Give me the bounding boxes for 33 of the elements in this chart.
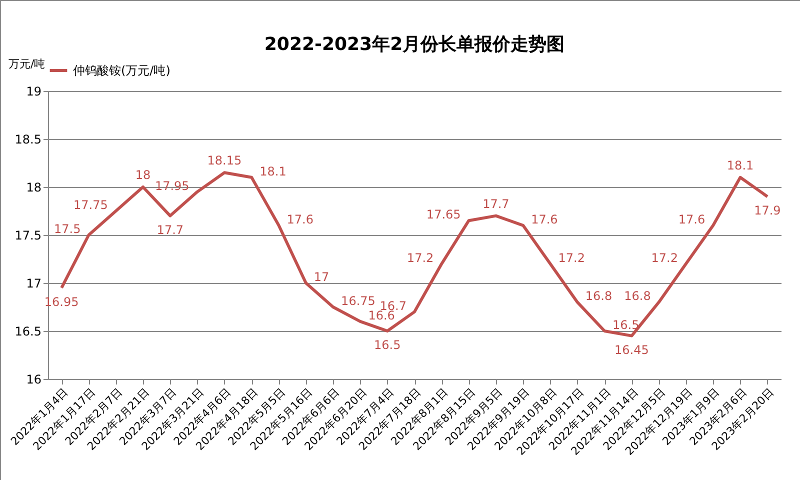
data-label: 17.6 bbox=[678, 212, 706, 226]
y-tick-label: 19 bbox=[26, 84, 42, 98]
data-label: 17.7 bbox=[156, 222, 184, 237]
data-label: 16.5 bbox=[612, 318, 640, 332]
data-label: 16.8 bbox=[624, 289, 651, 304]
data-label: 16.5 bbox=[374, 338, 401, 352]
data-label: 18.1 bbox=[260, 164, 286, 178]
data-label: 17.2 bbox=[651, 250, 678, 265]
y-tick-label: 17 bbox=[26, 276, 42, 290]
data-label: 18.1 bbox=[726, 158, 754, 172]
data-label: 16.8 bbox=[585, 289, 612, 304]
y-tick-label: 18.5 bbox=[14, 132, 42, 146]
data-label: 16.75 bbox=[341, 294, 376, 308]
data-label: 17.65 bbox=[426, 208, 461, 222]
data-label: 17.6 bbox=[531, 212, 558, 226]
data-label: 17.6 bbox=[286, 212, 314, 226]
y-tick-label: 18 bbox=[26, 180, 42, 194]
data-label: 18.15 bbox=[207, 154, 242, 168]
data-label: 17.5 bbox=[54, 222, 81, 236]
chart-title: 2022-2023年2月份长单报价走势图 bbox=[264, 34, 565, 55]
data-label: 17.7 bbox=[482, 196, 510, 211]
data-label: 17 bbox=[314, 270, 330, 284]
y-tick-label: 17.5 bbox=[14, 228, 42, 242]
data-label: 17.2 bbox=[406, 250, 434, 265]
data-label: 17.2 bbox=[558, 250, 585, 265]
data-label: 17.75 bbox=[74, 198, 108, 212]
data-label: 16.45 bbox=[614, 342, 649, 357]
data-label: 17.9 bbox=[754, 204, 781, 218]
y-tick-label: 16 bbox=[26, 372, 42, 386]
y-tick-label: 16.5 bbox=[14, 324, 42, 338]
data-label: 18 bbox=[135, 168, 151, 182]
y-axis-title: 万元/吨 bbox=[8, 58, 46, 70]
legend-label: 仲钨酸铵(万元/吨) bbox=[73, 64, 170, 78]
